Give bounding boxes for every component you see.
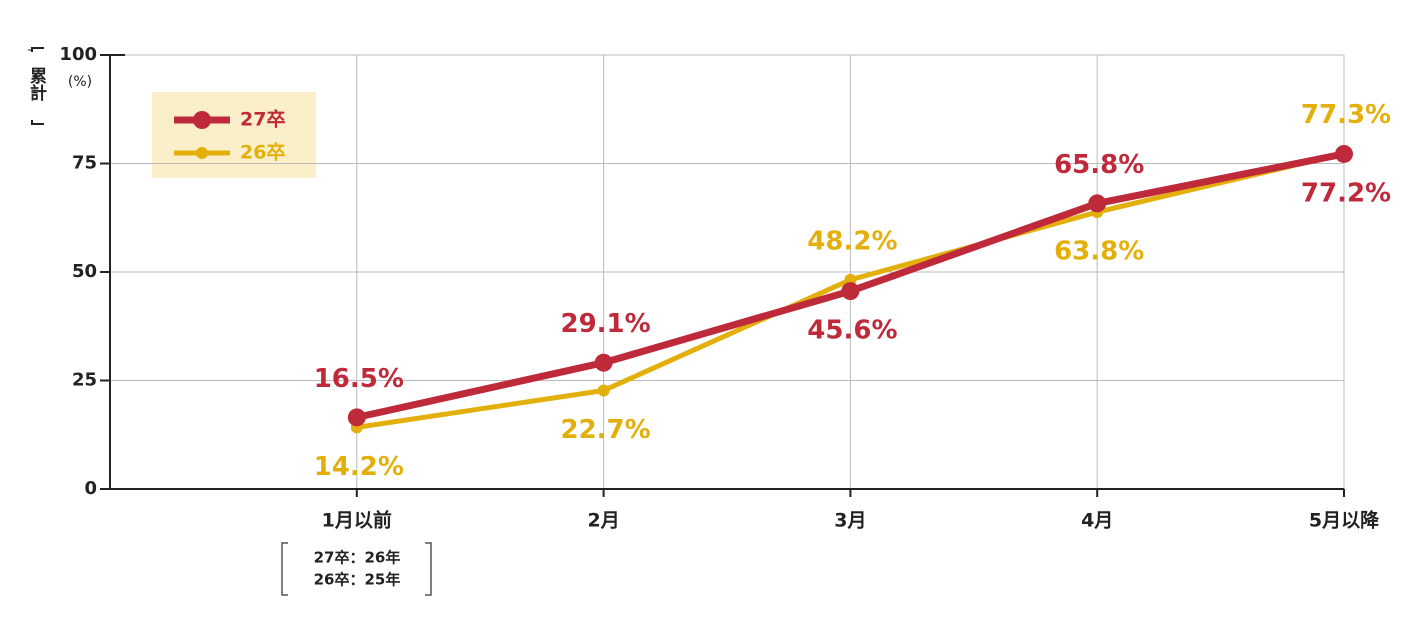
x-tick-label: 5月以降 bbox=[1309, 509, 1380, 532]
x-tick-label: 3月 bbox=[834, 510, 866, 532]
point bbox=[597, 384, 610, 397]
y-axis-label: 累計 bbox=[26, 67, 47, 102]
note-line: 27卒：26年 bbox=[314, 549, 401, 567]
y-tick-label: 100 bbox=[59, 44, 97, 65]
bracket bbox=[31, 47, 44, 125]
legend-label: 26卒 bbox=[240, 141, 285, 164]
point bbox=[841, 282, 860, 301]
legend-marker bbox=[193, 111, 211, 129]
x-tick-label: 2月 bbox=[587, 510, 619, 532]
y-tick-label: 25 bbox=[72, 370, 97, 391]
note-line: 26卒：25年 bbox=[314, 571, 401, 589]
value-label: 22.7% bbox=[560, 415, 650, 445]
value-label: 77.3% bbox=[1301, 100, 1391, 130]
value-label: 65.8% bbox=[1054, 150, 1144, 180]
point bbox=[594, 353, 613, 372]
y-unit: (%) bbox=[68, 74, 92, 90]
legend-marker bbox=[196, 147, 208, 159]
point bbox=[347, 408, 366, 427]
y-tick-label: 75 bbox=[72, 153, 97, 174]
value-label: 45.6% bbox=[807, 316, 897, 346]
value-label: 14.2% bbox=[314, 452, 404, 482]
value-label: 29.1% bbox=[560, 309, 650, 339]
value-label: 16.5% bbox=[314, 364, 404, 394]
x-tick-label: 4月 bbox=[1081, 510, 1113, 532]
point bbox=[1088, 194, 1107, 213]
legend-label: 27卒 bbox=[240, 108, 285, 131]
x-tick-label: 1月以前 bbox=[322, 509, 392, 532]
y-tick-label: 0 bbox=[84, 478, 97, 499]
value-label: 77.2% bbox=[1301, 178, 1391, 208]
legend-box bbox=[152, 92, 316, 178]
y-tick-label: 50 bbox=[72, 261, 97, 282]
note-bracket bbox=[281, 542, 432, 596]
value-label: 48.2% bbox=[807, 226, 897, 256]
value-label: 63.8% bbox=[1054, 237, 1144, 267]
point bbox=[1335, 144, 1353, 163]
